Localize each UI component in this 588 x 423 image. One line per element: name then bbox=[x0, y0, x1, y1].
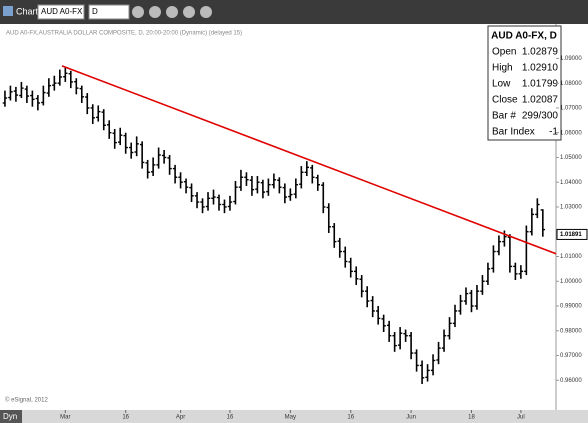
chart-subtitle: AUD A0-FX,AUSTRALIA DOLLAR COMPOSITE, D,… bbox=[6, 31, 242, 37]
x-tick-label: Mar bbox=[60, 415, 70, 421]
y-tick-label: 1.04000 bbox=[560, 180, 582, 186]
y-tick-label: 1.08000 bbox=[560, 81, 582, 87]
x-tick-label: Apr bbox=[176, 415, 185, 421]
y-tick-label: 1.09000 bbox=[560, 56, 582, 62]
footer: © eSignal, 2012 bbox=[5, 397, 48, 404]
time-axis bbox=[0, 410, 588, 423]
y-tick-label: 1.06000 bbox=[560, 130, 582, 136]
y-tick-label: 0.99000 bbox=[560, 304, 582, 310]
info-frame bbox=[487, 25, 562, 141]
x-tick-label: 16 bbox=[122, 415, 129, 421]
toolbar bbox=[0, 0, 588, 24]
info-label: Bar # bbox=[492, 111, 516, 122]
info-value: 1.02087 bbox=[522, 95, 559, 106]
mode: Dyn bbox=[3, 412, 17, 421]
y-tick-label: 0.98000 bbox=[560, 328, 582, 334]
info-label: High bbox=[492, 63, 513, 74]
toolbar-button[interactable] bbox=[149, 6, 161, 18]
symbol: AUD A0-FX bbox=[41, 7, 83, 16]
interval: D bbox=[92, 7, 98, 16]
toolbar-button[interactable] bbox=[183, 6, 195, 18]
window-title: Chart bbox=[16, 6, 39, 16]
y-tick-label: 1.07000 bbox=[560, 106, 582, 112]
info-label: Open bbox=[492, 47, 516, 58]
y-tick-label: 1.00000 bbox=[560, 279, 582, 285]
y-tick-label: 1.01000 bbox=[560, 254, 582, 260]
mode-box[interactable] bbox=[0, 410, 22, 423]
info-label: Low bbox=[492, 79, 511, 90]
info-box: AUD A0-FX, D Open 1.02879 High 1.02910 Low 1.… bbox=[487, 25, 562, 141]
y-tick-label: 0.96000 bbox=[560, 378, 582, 384]
x-tick-label: Jun bbox=[406, 415, 416, 421]
info-title: AUD A0-FX, D bbox=[491, 31, 557, 42]
x-tick-label: Jul bbox=[517, 415, 525, 421]
info-value: 1.02910 bbox=[522, 63, 559, 74]
y-tick-label: 0.97000 bbox=[560, 353, 582, 359]
chart-icon bbox=[3, 6, 13, 16]
y-tick-label: 1.05000 bbox=[560, 155, 582, 161]
symbol-input[interactable] bbox=[37, 4, 85, 20]
info-label: Close bbox=[492, 95, 518, 106]
info-value: 299/300 bbox=[522, 111, 559, 122]
info-label: Bar Index bbox=[492, 127, 535, 138]
interval-input[interactable] bbox=[88, 4, 130, 20]
x-tick-label: May bbox=[285, 415, 296, 421]
y-tick-label: 1.03000 bbox=[560, 205, 582, 211]
toolbar-button[interactable] bbox=[132, 6, 144, 18]
last-price-label: 1.01891 bbox=[560, 232, 582, 238]
info-value: 1.01799 bbox=[522, 79, 559, 90]
toolbar-button[interactable] bbox=[200, 6, 212, 18]
x-tick-label: 16 bbox=[347, 415, 354, 421]
trendline bbox=[61, 65, 557, 255]
toolbar-button[interactable] bbox=[166, 6, 178, 18]
info-value: -1 bbox=[549, 127, 558, 138]
info-value: 1.02879 bbox=[522, 47, 559, 58]
x-tick-label: 16 bbox=[227, 415, 234, 421]
last-price-box bbox=[556, 228, 588, 240]
x-tick-label: 18 bbox=[468, 415, 475, 421]
